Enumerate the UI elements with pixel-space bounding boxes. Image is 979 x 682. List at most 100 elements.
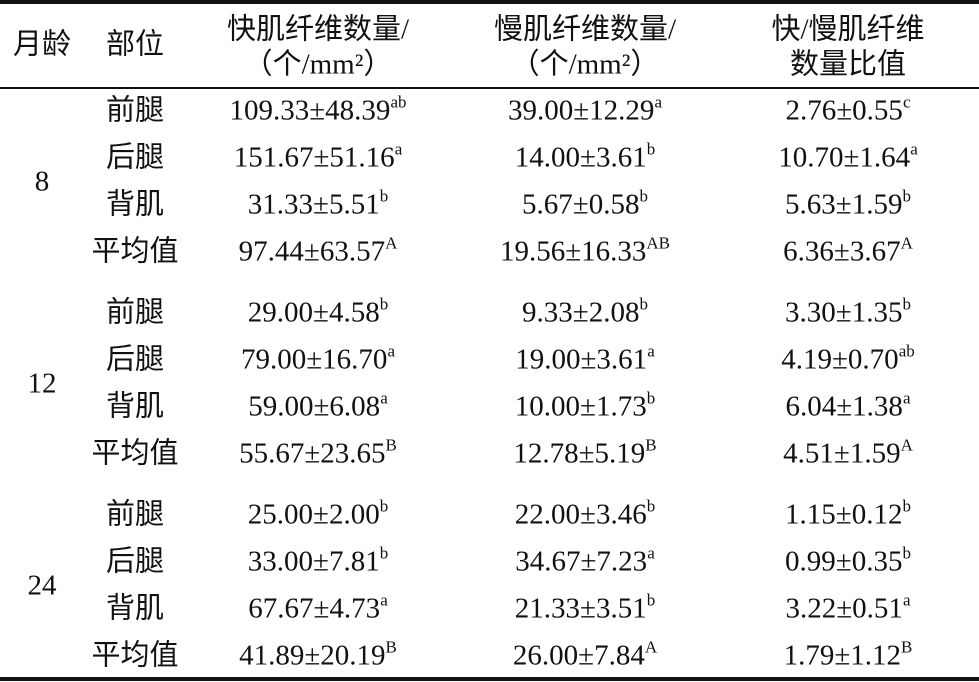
value-text: 9.33±2.08 — [522, 296, 640, 329]
value-text: 22.00±3.46 — [514, 498, 647, 531]
value-text: 3.30±1.35 — [785, 296, 903, 329]
value-cell: 29.00±4.58b — [247, 296, 388, 329]
value-cell: 21.33±3.51b — [514, 592, 655, 625]
value-superscript: b — [902, 294, 911, 314]
value-superscript: a — [647, 543, 655, 563]
value-text: 5.63±1.59 — [785, 188, 903, 221]
value-text: 39.00±12.29 — [508, 94, 655, 127]
header-cell: 月龄 — [12, 28, 72, 61]
value-cell: 9.33±2.08b — [522, 296, 648, 329]
value-cell: 3.30±1.35b — [785, 296, 911, 329]
value-cell: 1.79±1.12B — [783, 639, 913, 672]
value-cell: 14.00±3.61b — [515, 141, 655, 173]
value-superscript: B — [901, 637, 913, 657]
value-text: 34.67±7.23 — [515, 545, 648, 578]
value-superscript: b — [379, 186, 389, 206]
value-text: 109.33±48.39 — [229, 94, 391, 127]
value-text: 26.00±7.84 — [512, 639, 645, 672]
header-cell: 快/慢肌纤维 — [771, 13, 925, 46]
value-superscript: B — [385, 637, 397, 657]
value-cell: 4.19±0.70ab — [781, 343, 914, 376]
value-superscript: a — [654, 92, 662, 112]
value-cell: 10.70±1.64a — [778, 141, 917, 173]
value-superscript: b — [639, 186, 648, 206]
value-text: 4.19±0.70 — [781, 343, 899, 376]
part-cell: 后腿 — [105, 141, 165, 174]
value-superscript: a — [902, 590, 911, 610]
header-cell: 快肌纤维数量/ — [226, 13, 410, 46]
value-text: 4.51±1.59 — [783, 437, 901, 470]
value-text: 151.67±51.16 — [233, 141, 395, 174]
value-cell: 3.22±0.51a — [785, 592, 911, 625]
value-cell: 22.00±3.46b — [514, 498, 655, 531]
value-cell: 5.63±1.59b — [785, 188, 911, 221]
value-superscript: b — [646, 590, 656, 610]
value-text: 1.79±1.12 — [783, 639, 902, 672]
value-superscript: a — [394, 139, 403, 159]
value-superscript: A — [385, 233, 398, 253]
value-cell: 39.00±12.29a — [508, 94, 662, 127]
value-cell: 67.67±4.73a — [248, 592, 387, 624]
value-cell: 1.15±0.12b — [785, 498, 911, 530]
value-text: 6.36±3.67 — [783, 235, 901, 268]
value-text: 3.22±0.51 — [785, 592, 903, 625]
value-superscript: b — [902, 186, 911, 206]
value-superscript: b — [902, 496, 911, 516]
part-cell: 后腿 — [105, 545, 165, 578]
value-cell: 31.33±5.51b — [248, 188, 388, 220]
value-superscript: B — [385, 435, 397, 455]
value-superscript: b — [646, 496, 656, 516]
value-text: 6.04±1.38 — [785, 390, 903, 423]
month-cell: 8 — [34, 165, 50, 197]
value-superscript: c — [902, 92, 911, 112]
value-superscript: a — [380, 590, 388, 610]
part-cell: 前腿 — [105, 498, 165, 531]
value-superscript: b — [902, 543, 911, 563]
value-cell: 151.67±51.16a — [233, 141, 402, 174]
value-text: 21.33±3.51 — [514, 592, 647, 625]
value-cell: 41.89±20.19B — [239, 639, 397, 672]
header-rule — [0, 87, 979, 89]
value-superscript: a — [910, 139, 918, 159]
value-superscript: b — [646, 139, 656, 159]
part-cell: 平均值 — [91, 437, 179, 470]
value-cell: 19.00±3.61a — [515, 343, 654, 375]
header-cell: （个/mm²） — [243, 48, 393, 81]
part-cell: 后腿 — [105, 343, 165, 376]
value-superscript: ab — [390, 92, 407, 112]
month-cell: 24 — [27, 569, 57, 601]
value-cell: 55.67±23.65B — [239, 437, 397, 470]
part-cell: 背肌 — [105, 592, 165, 625]
value-text: 29.00±4.58 — [247, 296, 380, 329]
value-superscript: AB — [646, 233, 671, 253]
value-text: 55.67±23.65 — [239, 437, 386, 470]
value-text: 41.89±20.19 — [239, 639, 386, 672]
value-text: 2.76±0.55 — [785, 94, 903, 127]
top-rule — [0, 0, 979, 4]
part-cell: 平均值 — [91, 235, 179, 268]
value-cell: 26.00±7.84A — [512, 639, 657, 672]
value-cell: 79.00±16.70a — [241, 343, 395, 375]
value-cell: 6.04±1.38a — [785, 390, 911, 423]
header-cell: 部位 — [105, 28, 165, 61]
header-cell: 数量比值 — [789, 48, 907, 81]
value-superscript: A — [900, 435, 913, 455]
value-text: 10.00±1.73 — [514, 390, 647, 423]
value-superscript: A — [644, 637, 658, 657]
value-superscript: B — [645, 435, 657, 455]
value-cell: 59.00±6.08a — [248, 390, 387, 423]
value-superscript: a — [902, 388, 911, 408]
value-cell: 109.33±48.39ab — [229, 94, 407, 127]
value-cell: 12.78±5.19B — [513, 437, 656, 469]
value-text: 97.44±63.57 — [238, 235, 386, 268]
value-cell: 33.00±7.81b — [247, 545, 388, 578]
value-cell: 97.44±63.57A — [238, 235, 398, 268]
value-superscript: A — [900, 233, 913, 253]
value-superscript: b — [639, 294, 648, 314]
value-cell: 19.56±16.33AB — [500, 235, 670, 267]
value-cell: 4.51±1.59A — [783, 437, 913, 470]
value-text: 59.00±6.08 — [248, 390, 381, 423]
value-superscript: ab — [898, 341, 915, 361]
value-text: 33.00±7.81 — [247, 545, 380, 578]
